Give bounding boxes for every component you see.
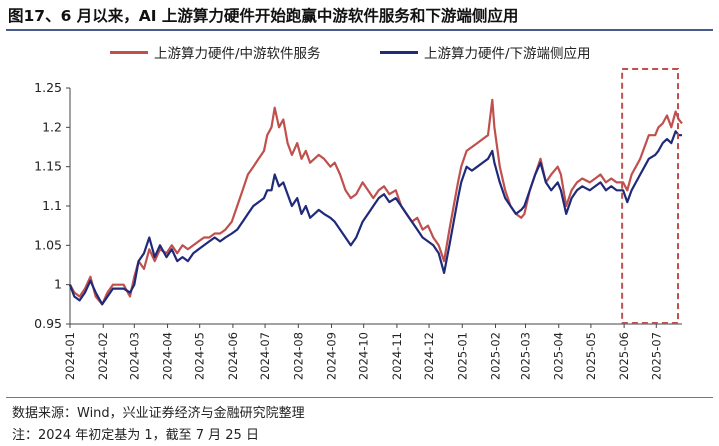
series-line-2 [68,130,682,306]
legend-item-series-2: 上游算力硬件/下游端侧应用 [380,42,591,62]
x-tick-label: 2025-05 [584,332,598,380]
x-tick-label: 2024-03 [127,332,141,380]
x-tick-label: 2025-03 [519,332,533,380]
y-tick-label: 1.2 [42,119,62,134]
x-tick-label: 2024-06 [226,332,240,380]
x-tick-label: 2024-01 [63,332,77,380]
y-tick-label: 1 [54,277,62,292]
legend-swatch-series-2 [380,50,418,54]
y-tick-label: 1.15 [34,159,62,174]
legend-item-series-1: 上游算力硬件/中游软件服务 [110,42,321,62]
x-tick-label: 2025-01 [455,332,469,380]
chart-title: 图17、6 月以来，AI 上游算力硬件开始跑赢中游软件服务和下游端侧应用 [8,7,519,25]
source-note: 数据来源：Wind，兴业证券经济与金融研究院整理 [12,406,305,421]
x-tick-label: 2024-11 [390,332,404,380]
legend-label-series-2: 上游算力硬件/下游端侧应用 [424,46,591,62]
x-tick-label: 2025-02 [489,332,503,380]
legend-label-series-1: 上游算力硬件/中游软件服务 [154,46,321,62]
footer-rule [6,397,713,398]
y-tick-label: 0.95 [34,316,62,331]
x-tick-label: 2025-04 [552,332,566,380]
x-tick-label: 2024-09 [325,332,339,380]
line-chart: 0.95 1 1.05 1.1 1.15 1.2 1.25 2024-01 2024-02 202… [34,68,683,380]
x-tick-label: 2025-07 [649,332,663,380]
x-tick-label: 2024-04 [161,332,175,380]
x-tick-label: 2024-12 [422,332,436,380]
highlight-box [621,68,680,324]
x-tick-label: 2024-05 [193,332,207,380]
y-tick-label: 1.1 [42,198,62,213]
title-rule [6,29,713,31]
x-tick-label: 2024-10 [357,332,371,380]
series-line-1 [69,98,683,306]
chart-legend: 上游算力硬件/中游软件服务 上游算力硬件/下游端侧应用 [0,42,719,64]
footnote: 注：2024 年初定基为 1，截至 7 月 25 日 [12,428,259,443]
y-tick-label: 1.05 [34,237,62,252]
legend-swatch-series-1 [110,50,148,54]
y-tick-label: 1.25 [34,80,62,95]
x-tick-label: 2024-08 [291,332,305,380]
x-tick-label: 2024-02 [96,332,110,380]
x-tick-label: 2025-06 [617,332,631,380]
x-tick-label: 2024-07 [258,332,272,380]
